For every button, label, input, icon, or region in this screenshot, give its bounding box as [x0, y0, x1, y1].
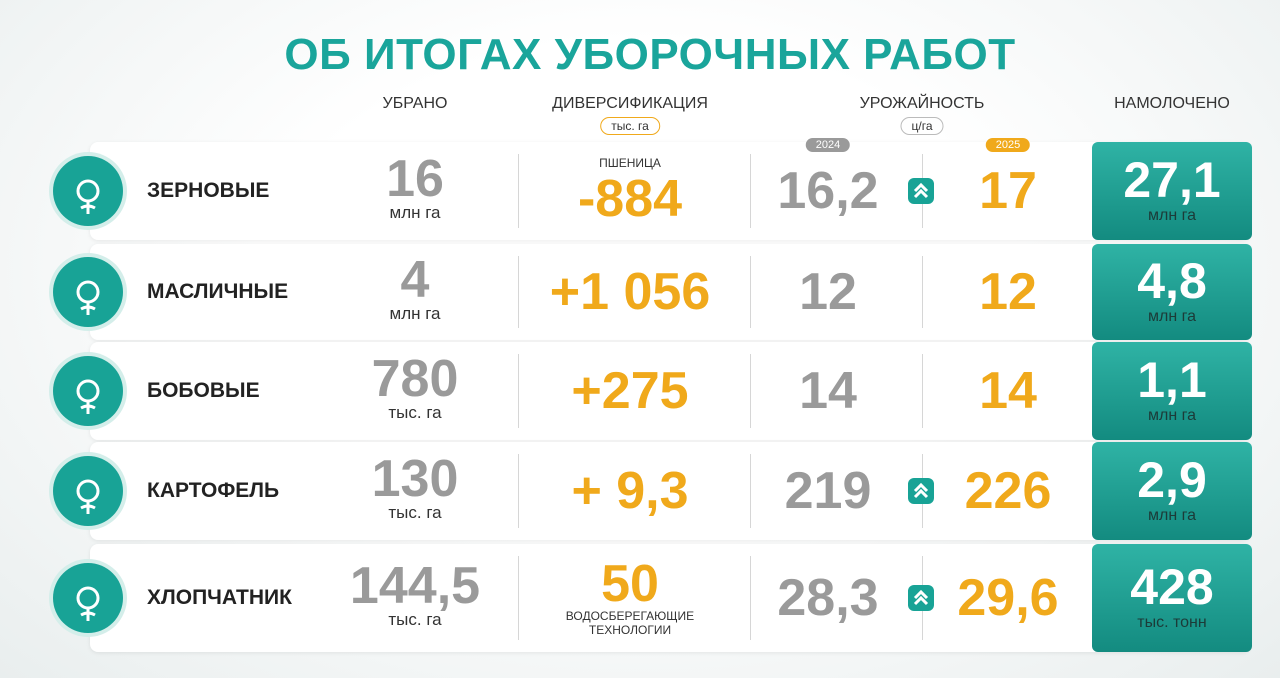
threshed-box — [1092, 244, 1252, 340]
threshed-box — [1092, 142, 1252, 240]
yield-curr: 226 — [964, 462, 1052, 520]
yield-prev: 14 — [799, 362, 857, 420]
divider — [518, 556, 519, 640]
column-header: НАМОЛОЧЕНО — [1114, 95, 1230, 112]
icon-glyph — [76, 379, 100, 414]
crop-icon — [53, 356, 123, 426]
divider — [750, 154, 751, 228]
yield-prev: 16,2 — [777, 162, 879, 220]
diversification-note: ПШЕНИЦА — [599, 156, 661, 170]
divider — [750, 256, 751, 328]
threshed-unit: млн га — [1148, 507, 1196, 524]
yield-up-arrow — [908, 585, 934, 611]
threshed-box — [1092, 544, 1252, 652]
divider — [518, 354, 519, 428]
year-badge: 2024 — [805, 138, 851, 152]
harvested-unit: млн га — [389, 203, 441, 222]
divider — [750, 556, 751, 640]
divider — [518, 154, 519, 228]
diversification-value: + 9,3 — [571, 462, 689, 520]
yield-up-arrow — [908, 178, 934, 204]
threshed-box — [1092, 342, 1252, 440]
threshed-unit: тыс. тонн — [1137, 614, 1207, 631]
harvested-value: 144,5 — [349, 557, 481, 615]
diversification-value: -884 — [577, 170, 683, 228]
threshed-unit: млн га — [1148, 407, 1196, 424]
diversification-value: +1 056 — [549, 263, 711, 321]
harvested-value: 4 — [400, 251, 430, 309]
yield-curr: 17 — [979, 162, 1037, 220]
row-card — [90, 142, 1250, 240]
threshed-unit: млн га — [1148, 308, 1196, 325]
crop-icon — [53, 156, 123, 226]
threshed-value: 1,1 — [1137, 352, 1207, 408]
threshed-value: 4,8 — [1137, 253, 1207, 309]
crop-name: БОБОВЫЕ — [147, 379, 260, 402]
yield-prev: 28,3 — [777, 569, 879, 627]
harvested-unit: тыс. га — [388, 503, 442, 522]
crop-name: ХЛОПЧАТНИК — [147, 586, 292, 609]
arrow-glyph — [913, 589, 929, 606]
crop-icon — [53, 456, 123, 526]
unit-badge: ц/га — [900, 117, 944, 135]
crop-name: ЗЕРНОВЫЕ — [147, 179, 270, 202]
crop-name: КАРТОФЕЛЬ — [147, 479, 280, 502]
column-header: ДИВЕРСИФИКАЦИЯ — [552, 95, 708, 112]
harvested-value: 16 — [386, 150, 444, 208]
crop-icon — [53, 563, 123, 633]
yield-curr: 14 — [979, 362, 1037, 420]
harvested-value: 780 — [371, 350, 459, 408]
arrow-glyph — [913, 182, 929, 199]
divider — [750, 454, 751, 528]
row-card — [90, 442, 1250, 540]
row-card — [90, 244, 1250, 340]
threshed-unit: млн га — [1148, 207, 1196, 224]
title: ОБ ИТОГАХ УБОРОЧНЫХ РАБОТ — [284, 30, 1016, 79]
divider — [922, 256, 923, 328]
icon-glyph — [76, 479, 100, 514]
row-card — [90, 544, 1250, 652]
diversification-value: +275 — [571, 362, 689, 420]
diversification-value: 50 — [601, 555, 659, 613]
arrow-glyph — [913, 482, 929, 499]
year-badge: 2025 — [985, 138, 1031, 152]
divider — [518, 256, 519, 328]
harvested-unit: тыс. га — [388, 610, 442, 629]
crop-icon — [53, 257, 123, 327]
column-header: УБРАНО — [382, 95, 448, 112]
threshed-value: 27,1 — [1123, 152, 1221, 208]
yield-curr: 29,6 — [957, 569, 1059, 627]
yield-prev: 219 — [784, 462, 872, 520]
harvested-unit: тыс. га — [388, 403, 442, 422]
threshed-value: 428 — [1130, 559, 1214, 615]
row-card — [90, 342, 1250, 440]
icon-glyph — [76, 586, 100, 621]
yield-up-arrow — [908, 478, 934, 504]
diversification-note: ВОДОСБЕРЕГАЮЩИЕ ТЕХНОЛОГИИ — [565, 609, 695, 637]
icon-glyph — [76, 179, 100, 214]
yield-prev: 12 — [799, 263, 857, 321]
harvested-unit: млн га — [389, 304, 441, 323]
icon-glyph — [76, 280, 100, 315]
divider — [750, 354, 751, 428]
yield-curr: 12 — [979, 263, 1037, 321]
unit-badge: тыс. га — [600, 117, 660, 135]
crop-name: МАСЛИЧНЫЕ — [147, 280, 289, 303]
divider — [922, 354, 923, 428]
divider — [518, 454, 519, 528]
harvested-value: 130 — [371, 450, 459, 508]
threshed-value: 2,9 — [1137, 452, 1207, 508]
threshed-box — [1092, 442, 1252, 540]
column-header: УРОЖАЙНОСТЬ — [859, 95, 985, 112]
